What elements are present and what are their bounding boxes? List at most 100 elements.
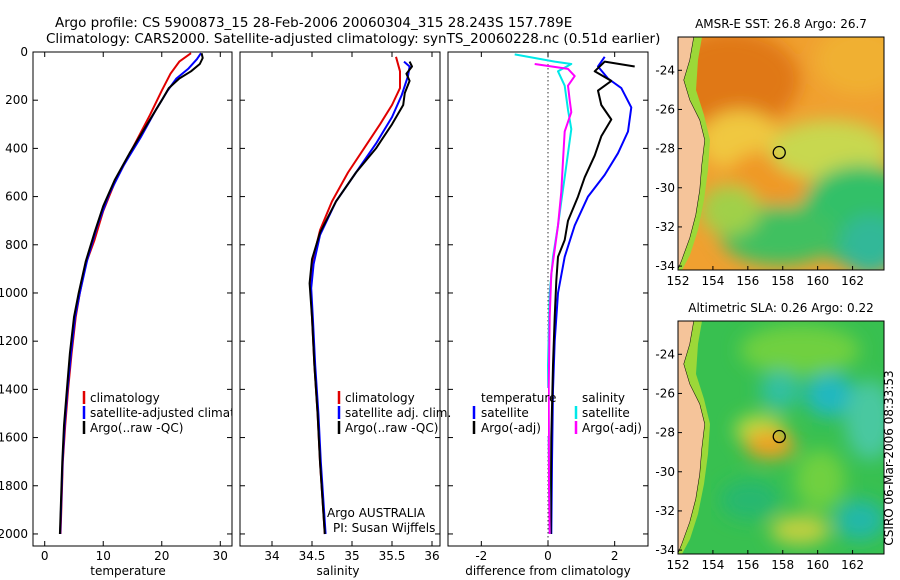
temperature-series	[58, 52, 204, 535]
series-line-salinity-satellite	[514, 53, 573, 535]
map-x-tick-label: 162	[841, 274, 864, 288]
legend-label-sal-satellite: satellite	[582, 406, 630, 420]
y-tick-label: 1600	[0, 431, 28, 445]
map-x-tick-label: 160	[806, 558, 829, 572]
series-line-salinity-argo-adj-	[534, 63, 576, 535]
x-tick-label: -2	[475, 549, 487, 563]
y-tick-label: 1200	[0, 334, 28, 348]
y-tick-label: 1800	[0, 479, 28, 493]
map-y-tick-label: -26	[655, 386, 675, 400]
sst-map-ticks: 152 154 156 158 160 162 -24 -26 -28 -30 -32 -34	[655, 63, 864, 288]
y-tick-label: 200	[5, 93, 28, 107]
sst-map: AMSR-E SST: 26.8 Argo: 26.7 152 154 156 158…	[655, 17, 885, 288]
temperature-xlabel: temperature	[90, 564, 165, 578]
y-tick-label: 1400	[0, 382, 28, 396]
footer-timestamp: CSIRO 06-Mar-2006 08:33:53	[882, 370, 896, 545]
x-tick-label: 34.5	[299, 549, 326, 563]
y-tick-label: 600	[5, 190, 28, 204]
map-x-tick-label: 156	[736, 274, 759, 288]
y-tick-label: 400	[5, 141, 28, 155]
x-tick-label: 0	[41, 549, 49, 563]
sla-map-frame	[677, 320, 885, 555]
difference-series	[514, 53, 635, 535]
salinity-xlabel: salinity	[316, 564, 359, 578]
legend-label-argo: Argo(..raw -QC)	[345, 421, 438, 435]
series-line-satellite-adj-clim-	[310, 60, 411, 535]
map-y-tick-label: -34	[655, 259, 675, 273]
map-y-tick-label: -30	[655, 181, 675, 195]
map-x-tick-label: 162	[841, 558, 864, 572]
difference-legend: temperature satellite Argo(-adj) salinit…	[470, 388, 642, 436]
series-line-satellite-adjusted-climatology	[59, 52, 202, 535]
series-line-climatology	[309, 56, 401, 535]
temperature-axis-ticks: 0 10 20 30	[41, 52, 228, 563]
annotation-argo-australia: Argo AUSTRALIA	[327, 506, 426, 520]
x-tick-label: 35	[344, 549, 359, 563]
series-line-temperature-satellite	[550, 56, 633, 535]
map-y-tick-label: -24	[655, 63, 675, 77]
legend-label-temp-argo: Argo(-adj)	[481, 421, 541, 435]
map-x-tick-label: 158	[771, 274, 794, 288]
salinity-axes-box	[239, 51, 441, 547]
y-tick-label: 0	[20, 45, 28, 59]
map-y-tick-label: -34	[655, 543, 675, 557]
map-y-tick-label: -28	[655, 426, 675, 440]
legend-label-satellite-adj: satellite adj. clim.	[345, 406, 451, 420]
x-tick-label: 34	[264, 549, 279, 563]
y-tick-label: 1000	[0, 286, 28, 300]
map-y-tick-label: -32	[655, 220, 675, 234]
salinity-panel: 34 34.5 35 35.5 36 salinity climatology sate…	[239, 51, 451, 578]
salinity-axis-ticks: 34 34.5 35 35.5 36	[264, 52, 440, 563]
map-y-tick-label: -28	[655, 142, 675, 156]
sst-argo-marker	[772, 145, 786, 160]
legend-label-climatology: climatology	[345, 391, 415, 405]
map-x-tick-label: 154	[701, 274, 724, 288]
legend-label-sal-argo: Argo(-adj)	[582, 421, 642, 435]
series-line-argo-raw-qc-	[58, 52, 204, 535]
annotation-pi: PI: Susan Wijffels	[333, 521, 435, 535]
header-line-1: Argo profile: CS 5900873_15 28-Feb-2006 …	[55, 15, 572, 31]
map-x-tick-label: 160	[806, 274, 829, 288]
map-y-tick-label: -30	[655, 465, 675, 479]
legend-mask-salinity	[573, 388, 631, 436]
x-tick-label: 20	[154, 549, 169, 563]
map-x-tick-label: 152	[667, 558, 690, 572]
map-y-tick-label: -26	[655, 102, 675, 116]
legend-label-climatology: climatology	[90, 391, 160, 405]
sla-argo-marker	[772, 429, 786, 444]
map-y-tick-label: -24	[655, 347, 675, 361]
x-tick-label: 2	[611, 549, 619, 563]
map-x-tick-label: 152	[667, 274, 690, 288]
legend-title-temperature: temperature	[481, 391, 556, 405]
header-line-2: Climatology: CARS2000. Satellite-adjuste…	[46, 31, 660, 47]
map-y-tick-label: -32	[655, 504, 675, 518]
difference-panel: -2 0 2 difference from climatology tempera…	[447, 51, 649, 578]
map-x-tick-label: 154	[701, 558, 724, 572]
series-line-argo-raw-qc-	[308, 61, 413, 535]
x-tick-label: 10	[96, 549, 111, 563]
y-tick-label: 2000	[0, 527, 28, 541]
difference-axis-ticks: -2 0 2	[475, 52, 618, 563]
salinity-series	[308, 56, 413, 535]
legend-title-salinity: salinity	[582, 391, 625, 405]
sst-map-frame	[677, 36, 885, 271]
sla-map-ticks: 152 154 156 158 160 162 -24 -26 -28 -30 -32 -34	[655, 347, 864, 572]
temperature-legend: climatology satellite-adjusted climatolo…	[82, 391, 268, 435]
x-tick-label: 0	[544, 549, 552, 563]
sst-map-title: AMSR-E SST: 26.8 Argo: 26.7	[695, 17, 867, 31]
legend-label-argo: Argo(..raw -QC)	[90, 421, 183, 435]
x-tick-label: 35.5	[379, 549, 406, 563]
salinity-legend: climatology satellite adj. clim. Argo(..…	[337, 391, 451, 435]
difference-xlabel: difference from climatology	[465, 564, 631, 578]
legend-label-satellite-adjusted: satellite-adjusted climatology	[90, 406, 268, 420]
sla-map-field	[678, 321, 884, 554]
y-tick-label: 800	[5, 238, 28, 252]
map-x-tick-label: 158	[771, 558, 794, 572]
x-tick-label: 30	[213, 549, 228, 563]
depth-axis-ticks: 0 200 400 600 800 1000 1200 1400 1600 1800 2000	[0, 45, 648, 541]
series-line-temperature-argo-adj-	[549, 60, 635, 535]
legend-label-temp-satellite: satellite	[481, 406, 529, 420]
legend-mask-temperature	[470, 388, 548, 436]
